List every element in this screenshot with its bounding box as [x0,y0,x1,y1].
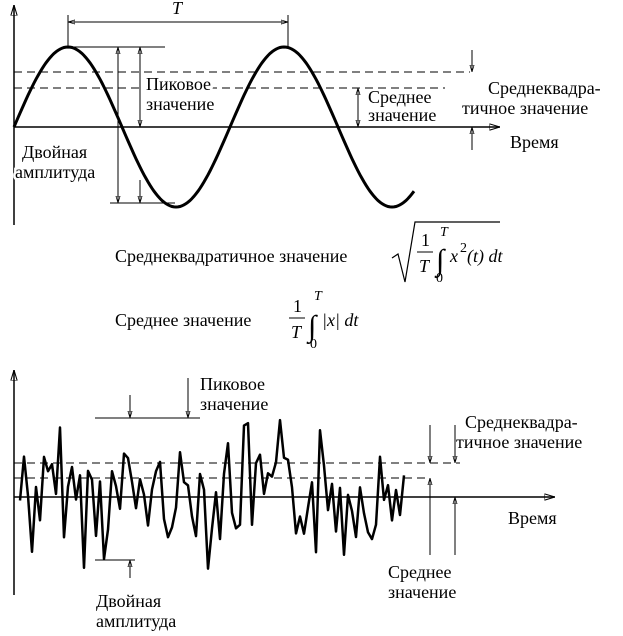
top-plot: T Пиковое значение Среднее значение Сред… [14,0,601,225]
formula-label: Среднеквадратичное значение [115,246,347,266]
mean-label: Среднее [368,87,432,107]
integrand: |x| dt [322,310,359,330]
mean-label: Среднее [388,562,452,582]
upper: T [314,289,323,304]
integrand: x [449,246,458,266]
peak-label: Пиковое [200,374,265,394]
double-label: Двойная [22,142,87,162]
rms-label: тичное значение [456,432,582,452]
mean-label: значение [368,105,436,125]
time-label: Время [510,132,559,152]
lower: 0 [436,271,443,286]
mean-label: значение [388,582,456,602]
time-label: Время [508,508,557,528]
integral: ∫ [306,310,318,345]
double-label: амплитуда [96,611,176,631]
den: T [291,322,303,342]
peak-label: значение [200,394,268,414]
integral: ∫ [434,244,446,279]
formula-label: Среднее значение [115,310,251,330]
mean-formula: Среднее значение 1 T ∫ T 0 |x| dt [115,289,359,352]
power: 2 [460,241,467,256]
rms-label: тичное значение [462,98,588,118]
peak-label: Пиковое [146,74,211,94]
num: 1 [421,230,430,250]
den: T [419,256,431,276]
rms-label: Среднеквадра- [488,78,601,98]
double-label: Двойная [96,591,161,611]
tail: (t) dt [467,246,503,267]
bottom-plot: Пиковое значение Среднеквадра- тичное зн… [14,370,582,631]
rms-label: Среднеквадра- [465,412,578,432]
num: 1 [293,296,302,316]
lower: 0 [310,337,317,352]
period: T [172,0,184,18]
rms-formula: Среднеквадратичное значение 1 T ∫ T 0 x … [115,221,503,286]
double-label: амплитуда [15,162,95,182]
upper: T [440,225,449,240]
peak-label: значение [146,94,214,114]
